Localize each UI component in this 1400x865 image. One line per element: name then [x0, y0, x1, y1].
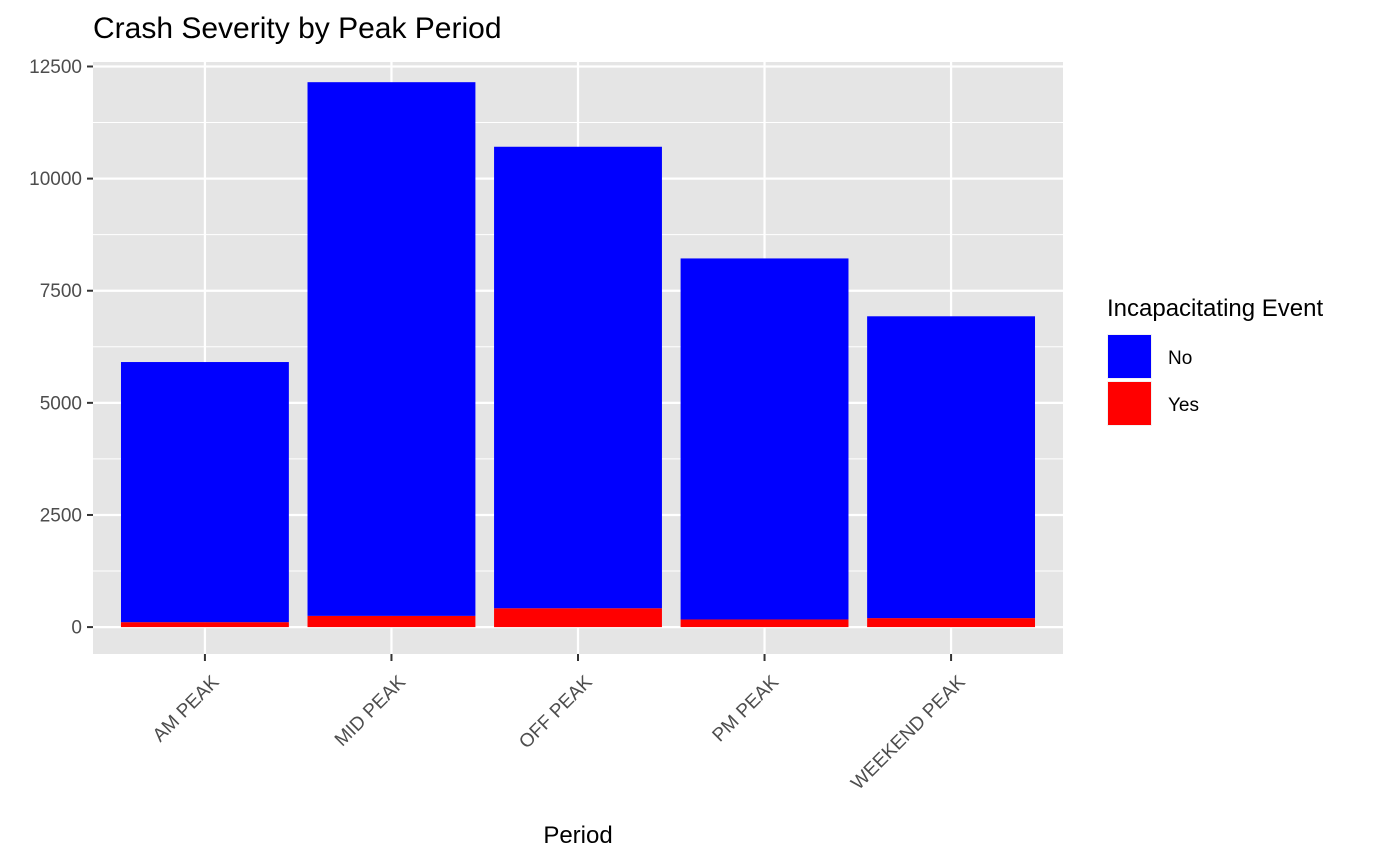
x-tick-label: AM PEAK: [149, 672, 224, 747]
x-tick-label: WEEKEND PEAK: [847, 672, 970, 795]
x-tick-label: MID PEAK: [331, 672, 410, 751]
legend-label-yes: Yes: [1168, 395, 1199, 416]
bar-yes-am-peak: [120, 622, 289, 628]
chart-title: Crash Severity by Peak Period: [93, 12, 502, 45]
y-tick-label: 12500: [29, 57, 82, 78]
bar-no-mid-peak: [307, 82, 476, 616]
y-tick-label: 7500: [40, 281, 82, 302]
y-tick-label: 2500: [40, 505, 82, 526]
bar-yes-off-peak: [494, 608, 662, 628]
x-tick-label: PM PEAK: [709, 672, 784, 747]
legend-key-yes: [1108, 382, 1151, 425]
x-axis-title: Period: [543, 822, 612, 849]
x-tick-label: OFF PEAK: [515, 672, 597, 754]
legend-title: Incapacitating Event: [1107, 295, 1323, 322]
bar-no-am-peak: [120, 362, 289, 623]
bar-yes-weekend-peak: [867, 618, 1036, 628]
bar-no-pm-peak: [680, 258, 849, 620]
legend: Incapacitating Event No Yes: [1107, 295, 1323, 426]
bars: [120, 82, 1036, 628]
y-tick-label: 5000: [40, 393, 82, 414]
bar-no-weekend-peak: [867, 316, 1036, 619]
bar-no-off-peak: [494, 146, 662, 609]
y-tick-label: 10000: [29, 169, 82, 190]
y-axis: 0 2500 5000 7500 10000 12500: [29, 57, 93, 639]
bar-yes-mid-peak: [307, 615, 476, 628]
legend-key-no: [1108, 335, 1151, 378]
legend-keys: No Yes: [1107, 334, 1199, 426]
y-tick-label: 0: [71, 618, 82, 639]
bar-yes-pm-peak: [680, 619, 849, 628]
legend-label-no: No: [1168, 348, 1192, 369]
x-axis: AM PEAK MID PEAK OFF PEAK PM PEAK WEEKEND PE…: [149, 654, 970, 794]
